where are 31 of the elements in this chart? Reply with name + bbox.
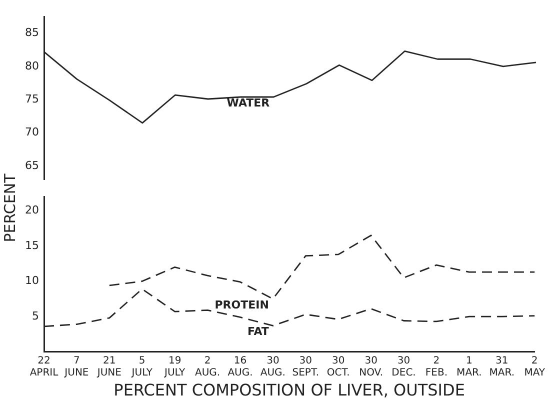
x-tick-label: 30 OCT. — [326, 355, 350, 378]
y-tick-label: 15 — [25, 238, 39, 252]
x-tick-label: 19 JULY — [164, 355, 186, 378]
x-tick-label: 16 AUG. — [228, 355, 253, 378]
series-label: PROTEIN — [214, 298, 269, 312]
y-tick-label: 10 — [25, 274, 39, 288]
x-tick-label: 31 MAR. — [489, 355, 515, 378]
y-tick-label: 65 — [25, 158, 39, 172]
x-tick-label: 2 MAY — [524, 355, 546, 378]
x-tick-label: 21 JUNE — [96, 355, 122, 378]
x-tick-label: 7 JUNE — [64, 355, 89, 378]
series-label: WATER — [226, 96, 270, 110]
y-tick-label: 5 — [32, 309, 39, 322]
x-tick-label: 30 AUG. — [260, 355, 286, 378]
x-tick-label: 22 APRIL — [30, 355, 59, 378]
x-tick-label: 1 MAR. — [456, 355, 482, 378]
series-label: FAT — [248, 325, 270, 338]
y-tick-label: 80 — [25, 59, 39, 72]
y-tick-label: 70 — [25, 126, 39, 139]
y-axis-title: PERCENT — [1, 174, 19, 242]
y-tick-label: 75 — [25, 92, 39, 106]
x-tick-label: 2 FEB. — [425, 355, 448, 378]
x-tick-label: 30 DEC. — [392, 355, 416, 378]
x-axis-title: PERCENT COMPOSITION OF LIVER, OUTSIDE — [114, 380, 465, 400]
x-tick-label: 30 SEPT. — [292, 355, 320, 378]
line-series — [108, 234, 536, 300]
y-tick-label: 85 — [25, 26, 39, 40]
x-tick-label: 30 NOV. — [359, 355, 384, 378]
x-tick-label: 5 JULY — [130, 355, 154, 378]
y-tick-label: 20 — [25, 204, 39, 217]
x-tick-label: 2 AUG. — [194, 355, 220, 378]
